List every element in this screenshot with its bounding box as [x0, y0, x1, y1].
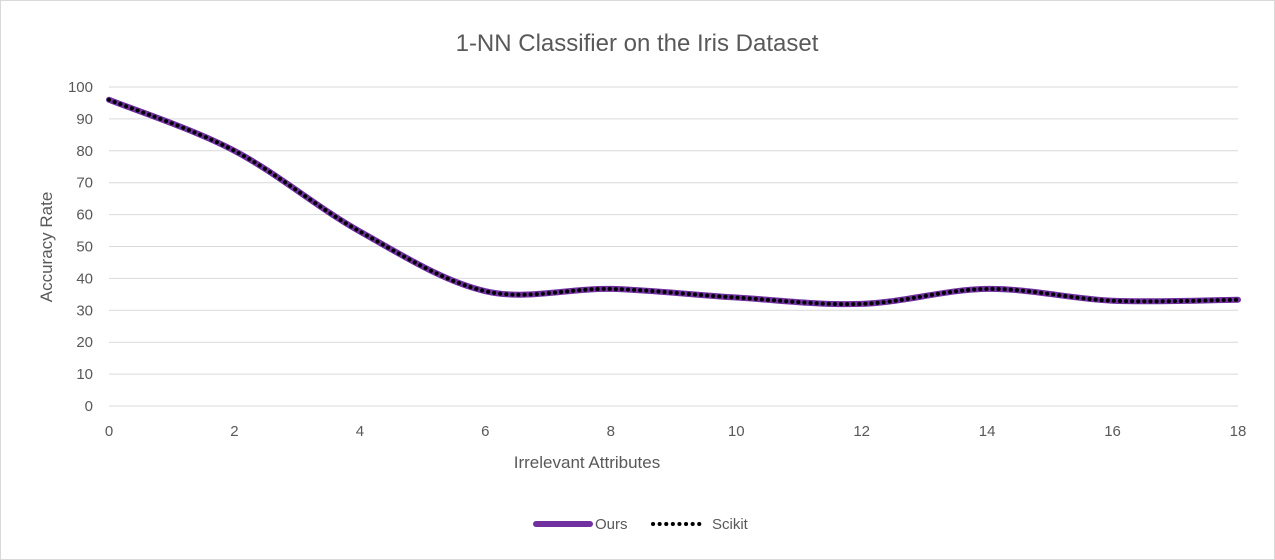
legend-label-scikit: Scikit	[712, 516, 749, 533]
x-tick-label: 0	[105, 423, 113, 440]
y-tick-label: 90	[76, 111, 93, 128]
y-axis-ticks: 0 10 20 30 40 50 60 70 80 90 100	[68, 79, 93, 415]
legend: Ours Scikit	[533, 516, 749, 533]
x-axis-ticks: 0 2 4 6 8 10 12 14 16 18	[105, 423, 1247, 440]
x-tick-label: 18	[1230, 423, 1247, 440]
series-line-scikit	[107, 97, 1240, 307]
y-tick-label: 100	[68, 79, 93, 96]
y-tick-label: 50	[76, 239, 93, 256]
y-tick-label: 20	[76, 334, 93, 351]
series-line-ours	[106, 96, 1241, 308]
x-tick-label: 2	[230, 423, 238, 440]
y-tick-label: 70	[76, 175, 93, 192]
gridlines	[109, 86, 1238, 407]
x-tick-label: 8	[607, 423, 615, 440]
x-tick-label: 4	[356, 423, 364, 440]
y-tick-label: 40	[76, 270, 93, 287]
y-tick-label: 10	[76, 366, 93, 383]
x-tick-label: 16	[1104, 423, 1121, 440]
y-tick-label: 80	[76, 143, 93, 160]
chart-title: 1-NN Classifier on the Iris Dataset	[456, 30, 819, 57]
y-tick-label: 0	[85, 398, 93, 415]
x-tick-label: 12	[853, 423, 870, 440]
x-tick-label: 10	[728, 423, 745, 440]
x-tick-label: 6	[481, 423, 489, 440]
series-lines	[106, 96, 1241, 308]
y-tick-label: 60	[76, 207, 93, 224]
x-tick-label: 14	[979, 423, 996, 440]
x-axis-title: Irrelevant Attributes	[514, 453, 660, 472]
y-axis-title: Accuracy Rate	[37, 192, 56, 303]
y-tick-label: 30	[76, 302, 93, 319]
legend-label-ours: Ours	[595, 516, 628, 533]
